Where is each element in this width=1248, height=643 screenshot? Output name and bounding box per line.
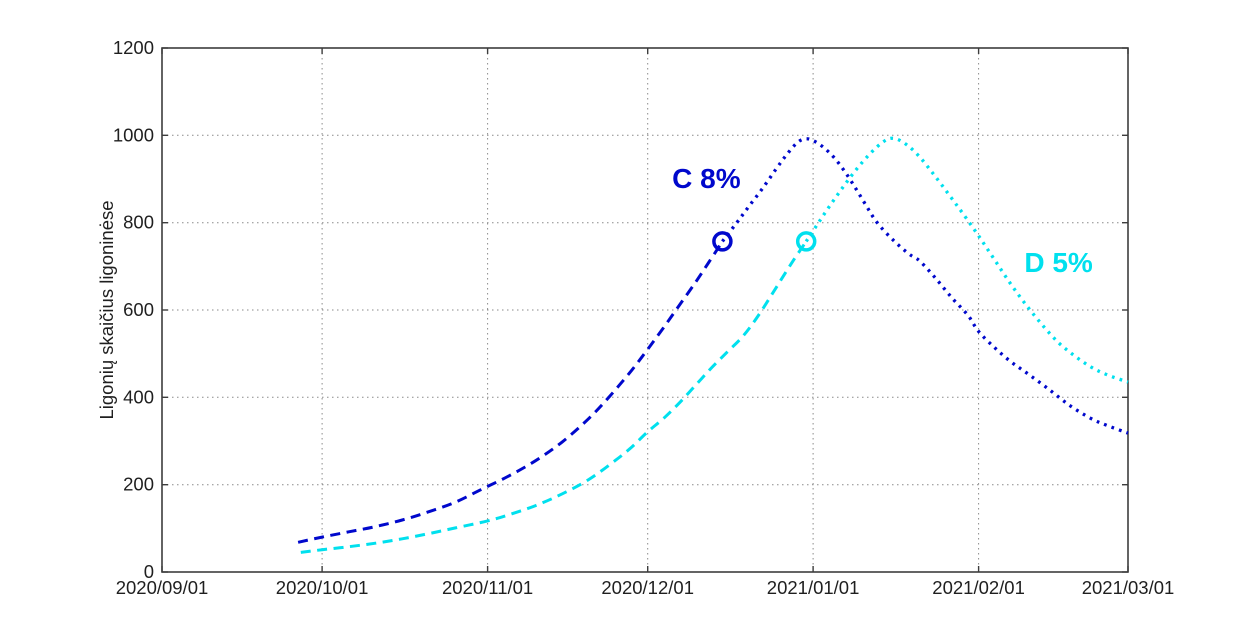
y-tick-label: 1000 [113, 124, 154, 145]
marker-circle-c8 [712, 231, 733, 252]
y-tick-label: 200 [123, 474, 154, 495]
x-tick-label: 2020/11/01 [442, 577, 533, 598]
y-tick-label: 800 [123, 212, 154, 233]
curve-dashed-d5 [300, 240, 808, 554]
y-tick-label: 600 [123, 299, 154, 320]
x-tick-label: 2021/02/01 [932, 577, 1025, 598]
y-tick-label: 400 [123, 386, 154, 407]
x-tick-label: 2020/09/01 [116, 577, 209, 598]
series-label-d5: D 5% [1024, 246, 1093, 278]
x-tick-label: 2021/01/01 [767, 577, 860, 598]
marker-circle-d5 [795, 231, 817, 252]
y-tick-label: 1200 [113, 37, 154, 58]
curve-dotted-c8 [721, 137, 1129, 435]
series-label-c8: C 8% [672, 163, 741, 194]
y-tick-label: 0 [144, 561, 154, 582]
x-tick-label: 2020/10/01 [276, 577, 369, 598]
curve-dashed-c8 [297, 240, 724, 544]
x-tick-label: 2020/12/01 [601, 577, 694, 598]
x-tick-label: 2021/03/01 [1082, 577, 1175, 598]
y-axis-label: Ligonių skaičius ligoninėse [96, 200, 117, 420]
